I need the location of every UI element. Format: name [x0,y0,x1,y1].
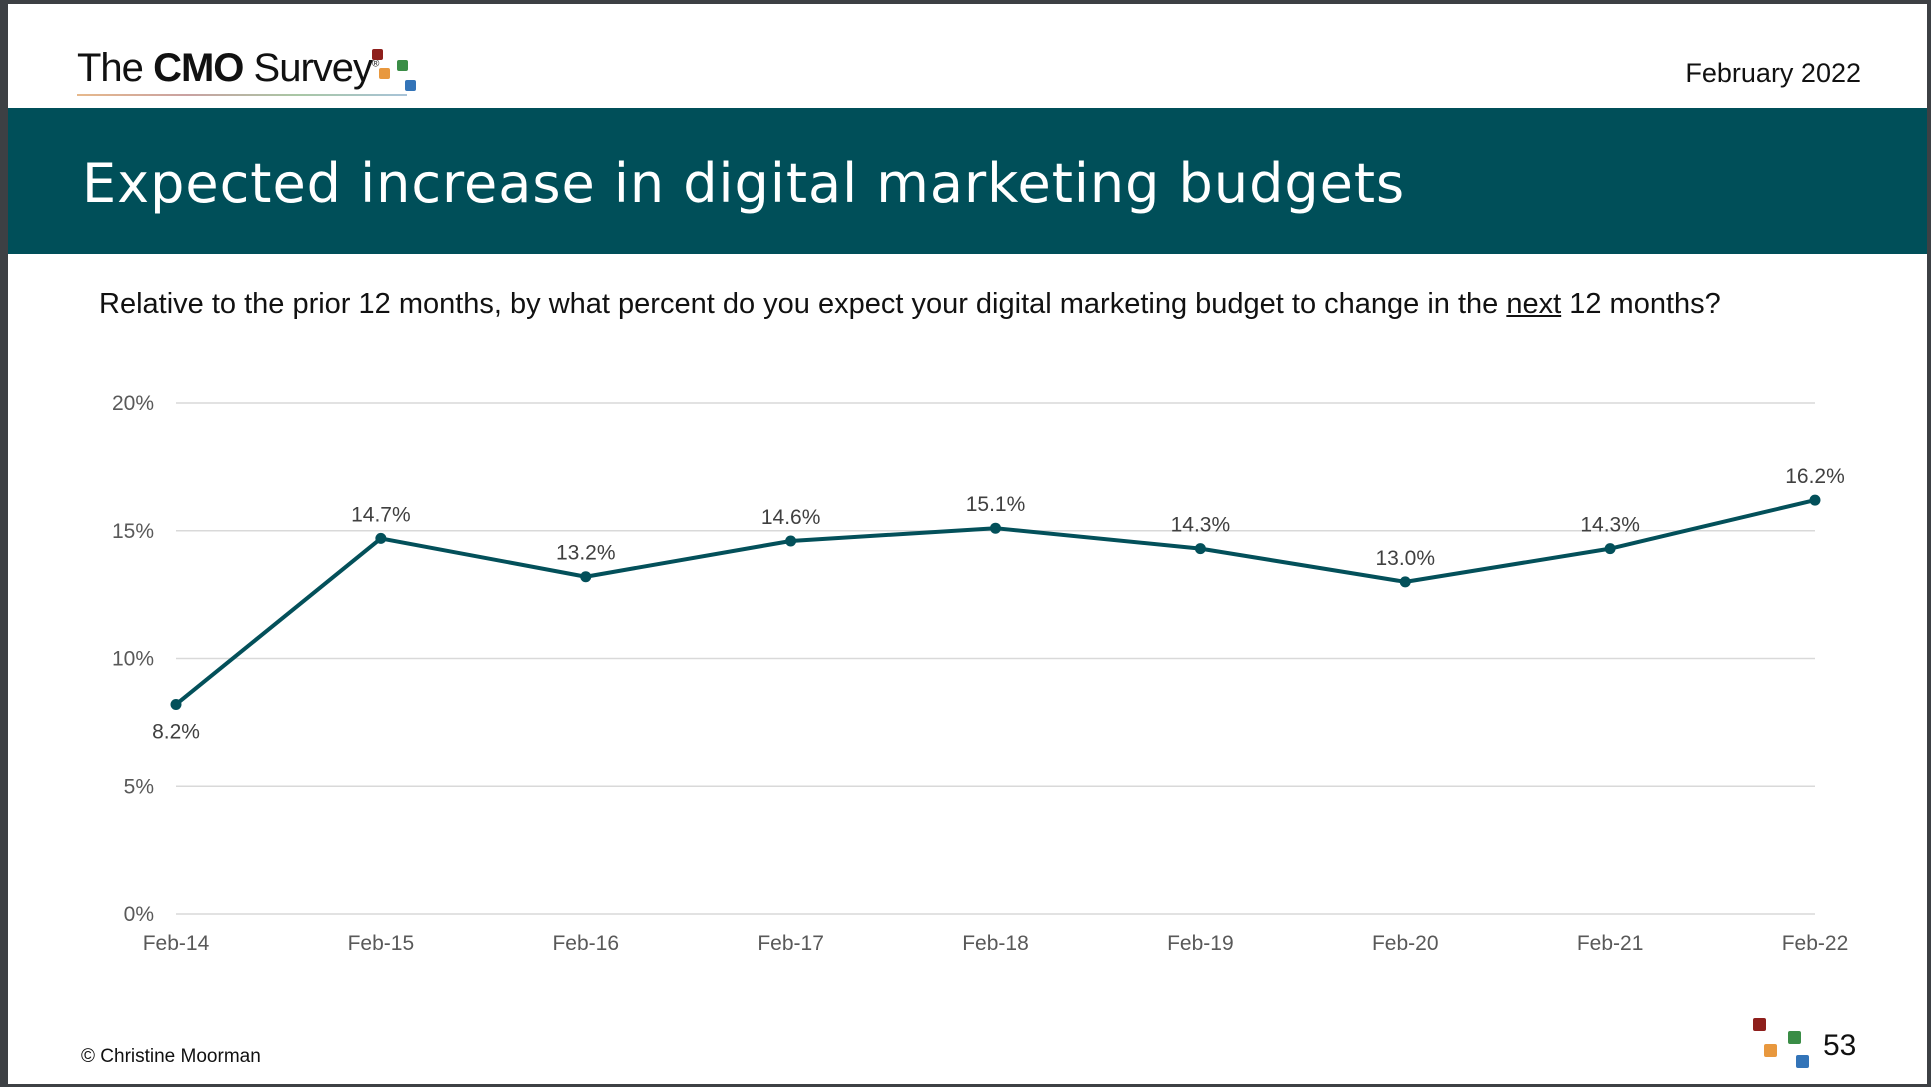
footer-square-red [1753,1018,1766,1031]
page-title: Expected increase in digital marketing b… [82,152,1406,215]
footer-square-blue [1796,1055,1809,1068]
data-label: 8.2% [152,720,200,743]
logo-square-blue [405,80,416,91]
x-tick-label: Feb-20 [1372,932,1439,955]
slide: The CMO Survey® February 2022 Expected i… [8,4,1927,1084]
footer-square-orange [1764,1044,1777,1057]
x-tick-label: Feb-22 [1782,932,1849,955]
y-tick-label: 10% [112,648,154,671]
data-label: 13.0% [1375,547,1435,570]
logo-text: Survey [253,46,373,90]
data-point [170,698,182,710]
logo-text-bold: CMO [153,46,244,90]
logo-square-orange [379,68,390,79]
logo-text: The [77,46,144,90]
data-label: 15.1% [966,493,1026,516]
data-label: 14.6% [761,506,821,529]
data-label: 14.3% [1580,514,1640,537]
question-text: 12 months? [1561,288,1721,320]
x-tick-label: Feb-17 [757,932,824,955]
x-tick-label: Feb-18 [962,932,1029,955]
x-tick-label: Feb-19 [1167,932,1234,955]
data-label: 13.2% [556,542,616,565]
data-label: 14.7% [351,503,411,526]
data-label: 14.3% [1171,514,1231,537]
question-emphasis: next [1506,288,1562,320]
copyright: © Christine Moorman [81,1046,261,1067]
data-point [1399,576,1411,588]
x-tick-label: Feb-21 [1577,932,1644,955]
data-point [1809,494,1821,506]
logo-square-red [372,49,383,60]
y-tick-label: 15% [112,520,154,543]
data-point [1194,543,1206,555]
y-tick-label: 20% [112,392,154,415]
footer-square-green [1788,1031,1801,1044]
report-date: February 2022 [1685,58,1861,88]
survey-question: Relative to the prior 12 months, by what… [99,286,1739,322]
x-tick-label: Feb-15 [348,932,415,955]
data-point [375,532,387,544]
title-band: Expected increase in digital marketing b… [8,108,1927,254]
logo-square-green [397,60,408,71]
page-number: 53 [1823,1029,1857,1062]
data-point [785,535,797,547]
data-label: 16.2% [1785,465,1845,488]
data-point [580,571,592,583]
y-tick-label: 0% [124,903,154,926]
x-tick-label: Feb-16 [552,932,619,955]
data-point [990,522,1001,534]
y-tick-label: 5% [124,775,154,798]
line-chart: 0% 5% 10% 15% 20% Feb-14 Feb-15 Feb-16 Feb-17 Feb… [112,392,1849,955]
question-text: Relative to the prior 12 months, by what… [99,288,1507,320]
registered-mark: ® [372,58,379,70]
x-tick-label: Feb-14 [143,932,210,955]
data-point [1604,543,1616,555]
logo-underline [77,94,407,96]
